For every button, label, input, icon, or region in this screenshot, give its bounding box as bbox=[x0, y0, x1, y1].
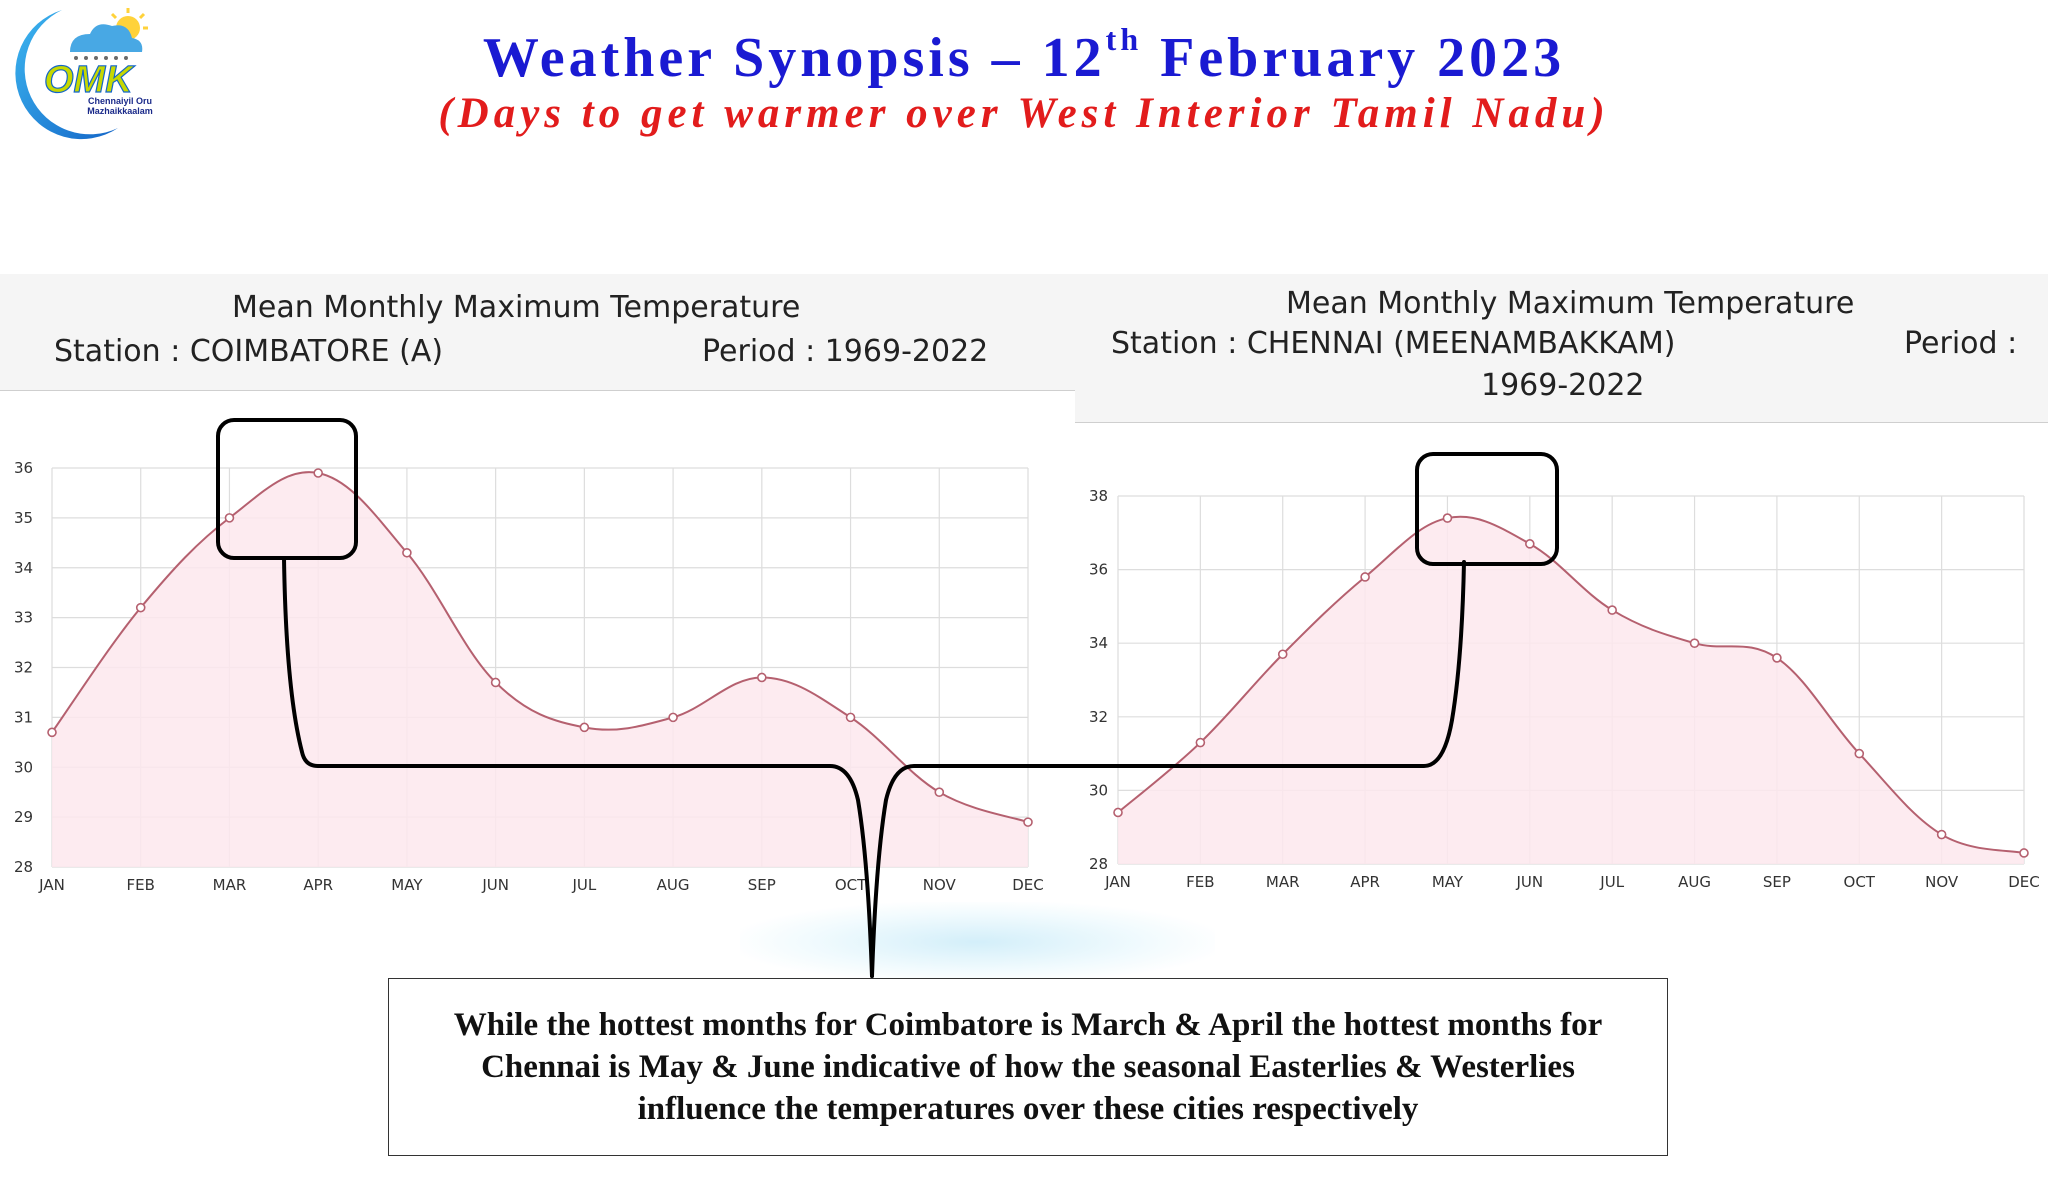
data-point bbox=[845, 712, 856, 723]
y-tick-label: 36 bbox=[1089, 561, 1108, 579]
x-tick-label: MAY bbox=[1432, 873, 1464, 891]
data-point bbox=[1360, 572, 1370, 582]
data-point bbox=[579, 722, 590, 733]
page-subtitle: (Days to get warmer over West Interior T… bbox=[438, 90, 1610, 137]
title-end: February 2023 bbox=[1142, 27, 1566, 89]
y-tick-label: 36 bbox=[14, 459, 33, 477]
x-tick-label: JUN bbox=[1516, 873, 1544, 891]
y-tick-label: 32 bbox=[1089, 708, 1108, 726]
x-tick-label: DEC bbox=[1012, 876, 1044, 894]
decorative-glow bbox=[740, 902, 1215, 982]
x-tick-label: MAR bbox=[213, 876, 247, 894]
data-point bbox=[490, 677, 501, 688]
x-tick-label: SEP bbox=[748, 876, 776, 894]
x-tick-label: FEB bbox=[127, 876, 155, 894]
panel-title: Mean Monthly Maximum Temperature bbox=[1286, 286, 1855, 321]
x-tick-label: AUG bbox=[657, 876, 690, 894]
x-tick-label: NOV bbox=[1925, 873, 1959, 891]
x-tick-label: AUG bbox=[1678, 873, 1711, 891]
coimbatore-panel-header: Mean Monthly Maximum Temperature Station… bbox=[0, 274, 1075, 391]
chennai-panel-header: Mean Monthly Maximum Temperature Station… bbox=[1075, 274, 2048, 423]
y-tick-label: 29 bbox=[14, 808, 33, 826]
y-tick-label: 35 bbox=[14, 509, 33, 527]
data-point bbox=[1023, 817, 1033, 827]
y-tick-label: 34 bbox=[1089, 634, 1108, 652]
station-label: Station : CHENNAI (MEENAMBAKKAM) bbox=[1111, 326, 1676, 361]
y-tick-label: 34 bbox=[14, 559, 33, 577]
x-tick-label: DEC bbox=[2008, 873, 2040, 891]
y-tick-label: 30 bbox=[1089, 781, 1108, 799]
series-area bbox=[52, 472, 1028, 867]
caption-box: While the hottest months for Coimbatore … bbox=[388, 978, 1668, 1156]
svg-text:OMK: OMK bbox=[44, 59, 135, 101]
data-point bbox=[1277, 649, 1288, 660]
data-point bbox=[934, 787, 945, 797]
x-tick-label: MAY bbox=[391, 876, 423, 894]
y-tick-label: 28 bbox=[1089, 855, 1108, 873]
y-tick-label: 31 bbox=[14, 708, 33, 726]
x-tick-label: OCT bbox=[1844, 873, 1876, 891]
data-point bbox=[757, 672, 767, 683]
station-label: Station : COIMBATORE (A) bbox=[54, 334, 444, 369]
x-tick-label: APR bbox=[303, 876, 333, 894]
x-tick-label: JAN bbox=[38, 876, 65, 894]
x-tick-label: SEP bbox=[1763, 873, 1791, 891]
period-value: 1969-2022 bbox=[1481, 368, 1645, 403]
y-tick-label: 38 bbox=[1089, 487, 1108, 505]
y-tick-label: 32 bbox=[14, 659, 33, 677]
x-tick-label: NOV bbox=[923, 876, 957, 894]
title-ordinal: th bbox=[1105, 21, 1143, 57]
data-point bbox=[224, 513, 235, 523]
chennai-temperature-chart: 28 30 32 34 36 38 JAN FEB MAR APR MAY JUN JUL AUG SEP O… bbox=[1089, 487, 2040, 891]
y-tick-label: 30 bbox=[14, 758, 33, 776]
series-area bbox=[1118, 516, 2024, 864]
data-point bbox=[668, 712, 678, 723]
x-tick-label: OCT bbox=[835, 876, 867, 894]
period-label: Period : 1969-2022 bbox=[702, 334, 989, 369]
page-title: Weather Synopsis – 12th February 2023 bbox=[0, 21, 2048, 92]
data-point bbox=[1772, 653, 1782, 663]
coimbatore-temperature-chart: 28 29 30 31 32 33 34 35 36 JAN FEB MAR APR MAY JUN JUL A… bbox=[14, 459, 1044, 894]
x-tick-label: JUL bbox=[1599, 873, 1624, 891]
y-tick-label: 33 bbox=[14, 609, 33, 627]
x-tick-label: APR bbox=[1350, 873, 1380, 891]
x-tick-label: FEB bbox=[1186, 873, 1214, 891]
data-point bbox=[313, 468, 323, 478]
data-point bbox=[1525, 539, 1535, 549]
panel-title: Mean Monthly Maximum Temperature bbox=[232, 290, 801, 325]
data-point bbox=[1113, 807, 1123, 818]
y-tick-label: 28 bbox=[14, 858, 33, 876]
x-tick-label: JUN bbox=[481, 876, 509, 894]
data-point bbox=[47, 727, 57, 738]
data-point bbox=[1936, 829, 1947, 840]
data-point bbox=[1442, 513, 1453, 523]
omk-logo: OMK Chennaiyil Oru Mazhaikkaalam bbox=[0, 0, 160, 150]
data-point bbox=[2019, 848, 2029, 858]
data-point bbox=[402, 547, 412, 558]
x-tick-label: JAN bbox=[1104, 873, 1131, 891]
data-point bbox=[1607, 605, 1617, 615]
data-point bbox=[1195, 737, 1206, 748]
cloud-sun-rain-crescent-logo-icon: OMK bbox=[15, 8, 148, 140]
data-point bbox=[135, 602, 146, 613]
logo-subtext: Chennaiyil Oru Mazhaikkaalam bbox=[87, 96, 153, 116]
x-tick-label: JUL bbox=[571, 876, 596, 894]
x-tick-label: MAR bbox=[1266, 873, 1300, 891]
data-point bbox=[1689, 638, 1700, 648]
data-point bbox=[1854, 748, 1865, 759]
period-label: Period : bbox=[1904, 326, 2018, 361]
title-main: Weather Synopsis – 12 bbox=[482, 27, 1106, 89]
caption-text: While the hottest months for Coimbatore … bbox=[453, 1007, 1603, 1127]
